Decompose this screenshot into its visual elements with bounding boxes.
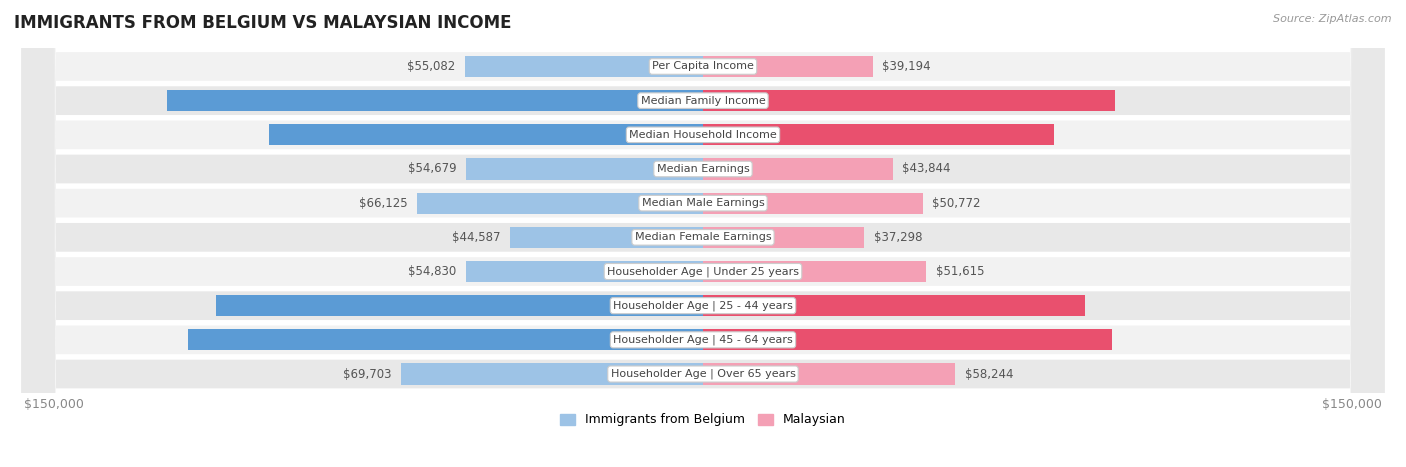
Bar [703, 295, 1085, 316]
FancyBboxPatch shape [21, 0, 1385, 467]
Text: $55,082: $55,082 [406, 60, 456, 73]
Text: $88,291: $88,291 [665, 299, 718, 312]
FancyBboxPatch shape [21, 0, 1385, 467]
Text: $39,194: $39,194 [883, 60, 931, 73]
Bar [465, 261, 703, 282]
Text: $58,244: $58,244 [965, 368, 1014, 381]
FancyBboxPatch shape [21, 0, 1385, 467]
Text: Source: ZipAtlas.com: Source: ZipAtlas.com [1274, 14, 1392, 24]
Text: Median Male Earnings: Median Male Earnings [641, 198, 765, 208]
Legend: Immigrants from Belgium, Malaysian: Immigrants from Belgium, Malaysian [555, 409, 851, 432]
FancyBboxPatch shape [21, 0, 1385, 467]
Text: $94,517: $94,517 [665, 333, 720, 347]
FancyBboxPatch shape [21, 0, 1385, 467]
FancyBboxPatch shape [21, 0, 1385, 467]
Bar [464, 56, 703, 77]
Bar [703, 158, 893, 180]
Text: $44,587: $44,587 [451, 231, 501, 244]
Bar [703, 90, 1115, 111]
Text: Median Family Income: Median Family Income [641, 96, 765, 106]
Bar [416, 192, 703, 214]
Bar [167, 90, 703, 111]
Text: $112,575: $112,575 [683, 299, 745, 312]
Bar [703, 261, 927, 282]
Bar [401, 363, 703, 385]
Text: IMMIGRANTS FROM BELGIUM VS MALAYSIAN INCOME: IMMIGRANTS FROM BELGIUM VS MALAYSIAN INC… [14, 14, 512, 32]
Bar [217, 295, 703, 316]
Bar [703, 363, 955, 385]
Text: $100,306: $100,306 [686, 128, 747, 142]
Text: Householder Age | Under 25 years: Householder Age | Under 25 years [607, 266, 799, 277]
FancyBboxPatch shape [21, 0, 1385, 467]
Text: $43,844: $43,844 [903, 163, 950, 176]
Bar [703, 56, 873, 77]
Bar [703, 329, 1112, 350]
Text: $95,230: $95,230 [666, 94, 720, 107]
FancyBboxPatch shape [21, 0, 1385, 467]
Bar [269, 124, 703, 145]
FancyBboxPatch shape [21, 0, 1385, 467]
Bar [467, 158, 703, 180]
Text: Householder Age | Over 65 years: Householder Age | Over 65 years [610, 369, 796, 379]
Text: Per Capita Income: Per Capita Income [652, 62, 754, 71]
Text: $81,064: $81,064 [664, 128, 717, 142]
Text: $66,125: $66,125 [359, 197, 408, 210]
Text: Householder Age | 25 - 44 years: Householder Age | 25 - 44 years [613, 300, 793, 311]
Text: $118,932: $118,932 [682, 333, 744, 347]
Text: Median Earnings: Median Earnings [657, 164, 749, 174]
Text: Median Household Income: Median Household Income [628, 130, 778, 140]
Bar [510, 227, 703, 248]
Bar [703, 227, 865, 248]
Bar [703, 124, 1053, 145]
Text: $37,298: $37,298 [875, 231, 922, 244]
Text: Householder Age | 45 - 64 years: Householder Age | 45 - 64 years [613, 335, 793, 345]
Bar [188, 329, 703, 350]
Text: $54,830: $54,830 [408, 265, 456, 278]
Bar [703, 192, 922, 214]
FancyBboxPatch shape [21, 0, 1385, 467]
Text: $69,703: $69,703 [343, 368, 392, 381]
Text: $54,679: $54,679 [408, 163, 457, 176]
Text: $51,615: $51,615 [936, 265, 984, 278]
Text: $50,772: $50,772 [932, 197, 981, 210]
Text: $123,831: $123,831 [682, 94, 744, 107]
Text: Median Female Earnings: Median Female Earnings [634, 233, 772, 242]
